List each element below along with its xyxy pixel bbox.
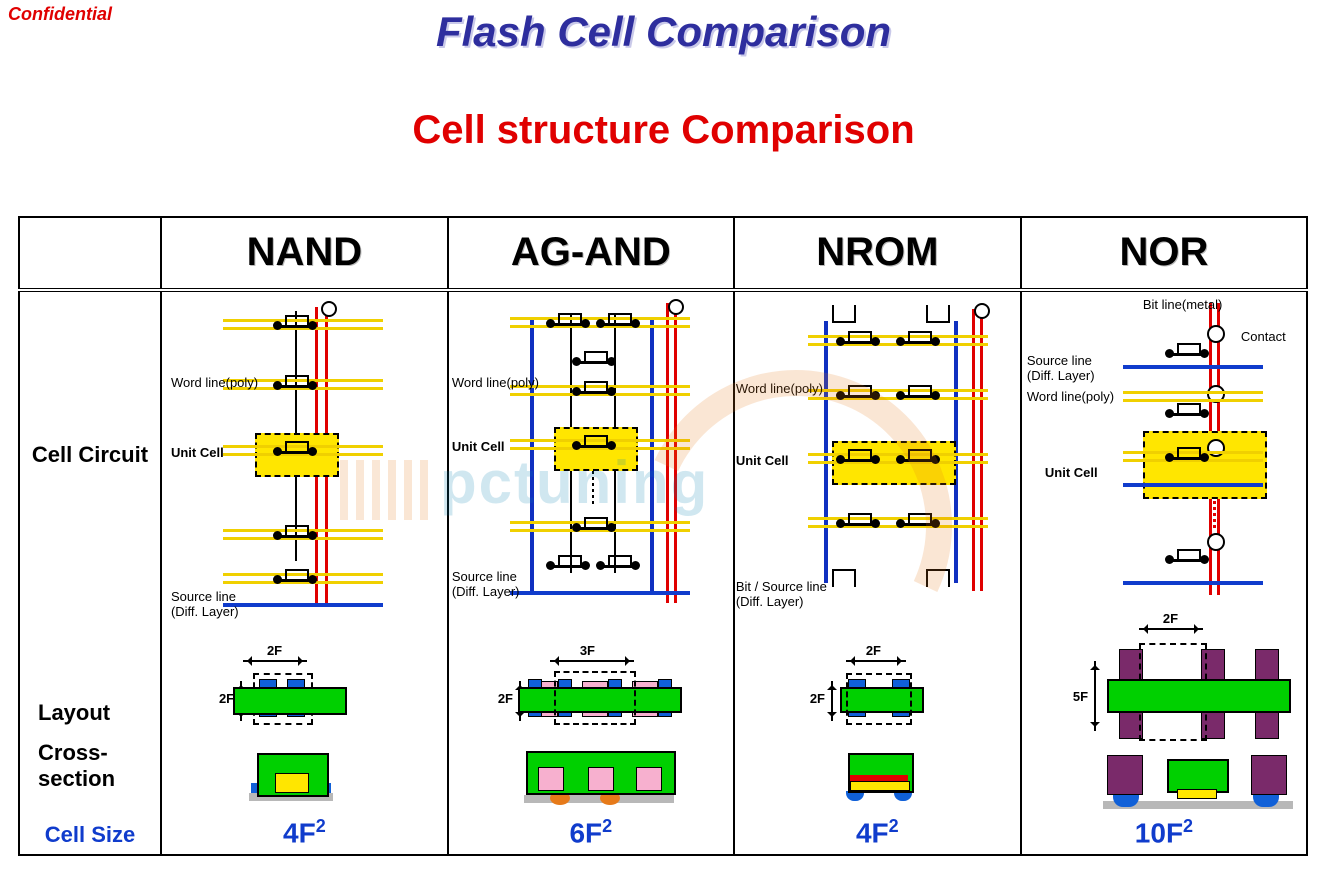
col-header-nrom: NROM xyxy=(734,217,1021,290)
col-header-agand: AG-AND xyxy=(448,217,734,290)
layout-green xyxy=(233,687,347,715)
source-line-label: Source line (Diff. Layer) xyxy=(1027,353,1095,383)
wordline-label: Word line(poly) xyxy=(171,375,258,390)
source-line-label: Bit / Source line (Diff. Layer) xyxy=(736,579,827,609)
unit-cell-label: Unit Cell xyxy=(171,445,224,460)
row-label-layout: Layout xyxy=(20,700,160,726)
wordline-label: Word line(poly) xyxy=(452,375,539,390)
agand-cell: Word line(poly) Unit Cell Source line (D… xyxy=(450,293,732,853)
nor-cell: Bit line(metal) Contact Source line (Dif… xyxy=(1023,293,1305,853)
layout-h-label: 2F xyxy=(219,691,234,706)
nrom-cell: Word line(poly) Unit Cell Bit / Source l… xyxy=(736,293,1019,853)
layout-h-label: 2F xyxy=(498,691,513,706)
source-line xyxy=(510,591,690,595)
bitline-label: Bit line(metal) xyxy=(1143,297,1222,312)
wordline-label: Word line(poly) xyxy=(1027,389,1114,404)
unit-cell-label: Unit Cell xyxy=(1045,465,1098,480)
source-line-label: Source line (Diff. Layer) xyxy=(452,569,520,599)
col-header-nor: NOR xyxy=(1021,217,1307,290)
blue-vline xyxy=(530,317,534,593)
row-label-circuit: Cell Circuit xyxy=(20,442,160,468)
cell-size-agand: 6F2 xyxy=(450,816,732,849)
contact-label: Contact xyxy=(1241,329,1286,344)
page-title: Flash Cell Comparison xyxy=(0,8,1327,56)
bitline xyxy=(674,303,677,603)
blue-vline xyxy=(650,317,654,593)
contact-circle xyxy=(668,299,684,315)
row-label-cross: Cross-section xyxy=(20,740,160,792)
wordline-label: Word line(poly) xyxy=(736,381,823,396)
unit-cell-label: Unit Cell xyxy=(736,453,789,468)
col-header-nand: NAND xyxy=(161,217,448,290)
table-body-row: Cell Circuit Layout Cross-section Cell S… xyxy=(19,290,1307,855)
cell-size-nor: 10F2 xyxy=(1023,816,1305,849)
nand-cell: Word line(poly) Unit Cell Source line (D… xyxy=(163,293,446,853)
comparison-table: NAND AG-AND NROM NOR Cell Circuit Layout… xyxy=(18,216,1308,856)
table-header-row: NAND AG-AND NROM NOR xyxy=(19,217,1307,290)
unit-cell-label: Unit Cell xyxy=(452,439,505,454)
row-label-size: Cell Size xyxy=(20,822,160,848)
bitline xyxy=(666,303,669,603)
cell-size-nrom: 4F2 xyxy=(736,816,1019,849)
contact-circle xyxy=(321,301,337,317)
cell-size-nand: 4F2 xyxy=(163,816,446,849)
source-line-label: Source line (Diff. Layer) xyxy=(171,589,239,619)
page-subtitle: Cell structure Comparison xyxy=(0,108,1327,153)
source-line xyxy=(223,603,383,607)
xsec-fg xyxy=(275,773,309,793)
